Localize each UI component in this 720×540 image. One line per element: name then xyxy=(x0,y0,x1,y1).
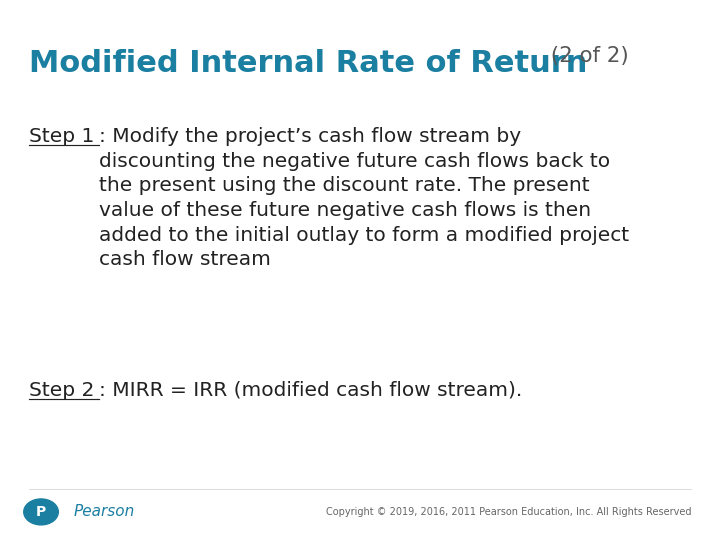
Text: P: P xyxy=(36,505,46,519)
Circle shape xyxy=(24,499,58,525)
Text: Modified Internal Rate of Return: Modified Internal Rate of Return xyxy=(29,49,588,78)
Text: Copyright © 2019, 2016, 2011 Pearson Education, Inc. All Rights Reserved: Copyright © 2019, 2016, 2011 Pearson Edu… xyxy=(325,507,691,517)
Text: Step 2: Step 2 xyxy=(29,381,94,400)
Text: Step 1: Step 1 xyxy=(29,127,94,146)
Text: Pearson: Pearson xyxy=(73,504,135,519)
Text: : Modify the project’s cash flow stream by
discounting the negative future cash : : Modify the project’s cash flow stream … xyxy=(99,127,629,269)
Text: (2 of 2): (2 of 2) xyxy=(544,46,629,66)
Text: : MIRR = IRR (modified cash flow stream).: : MIRR = IRR (modified cash flow stream)… xyxy=(99,381,522,400)
